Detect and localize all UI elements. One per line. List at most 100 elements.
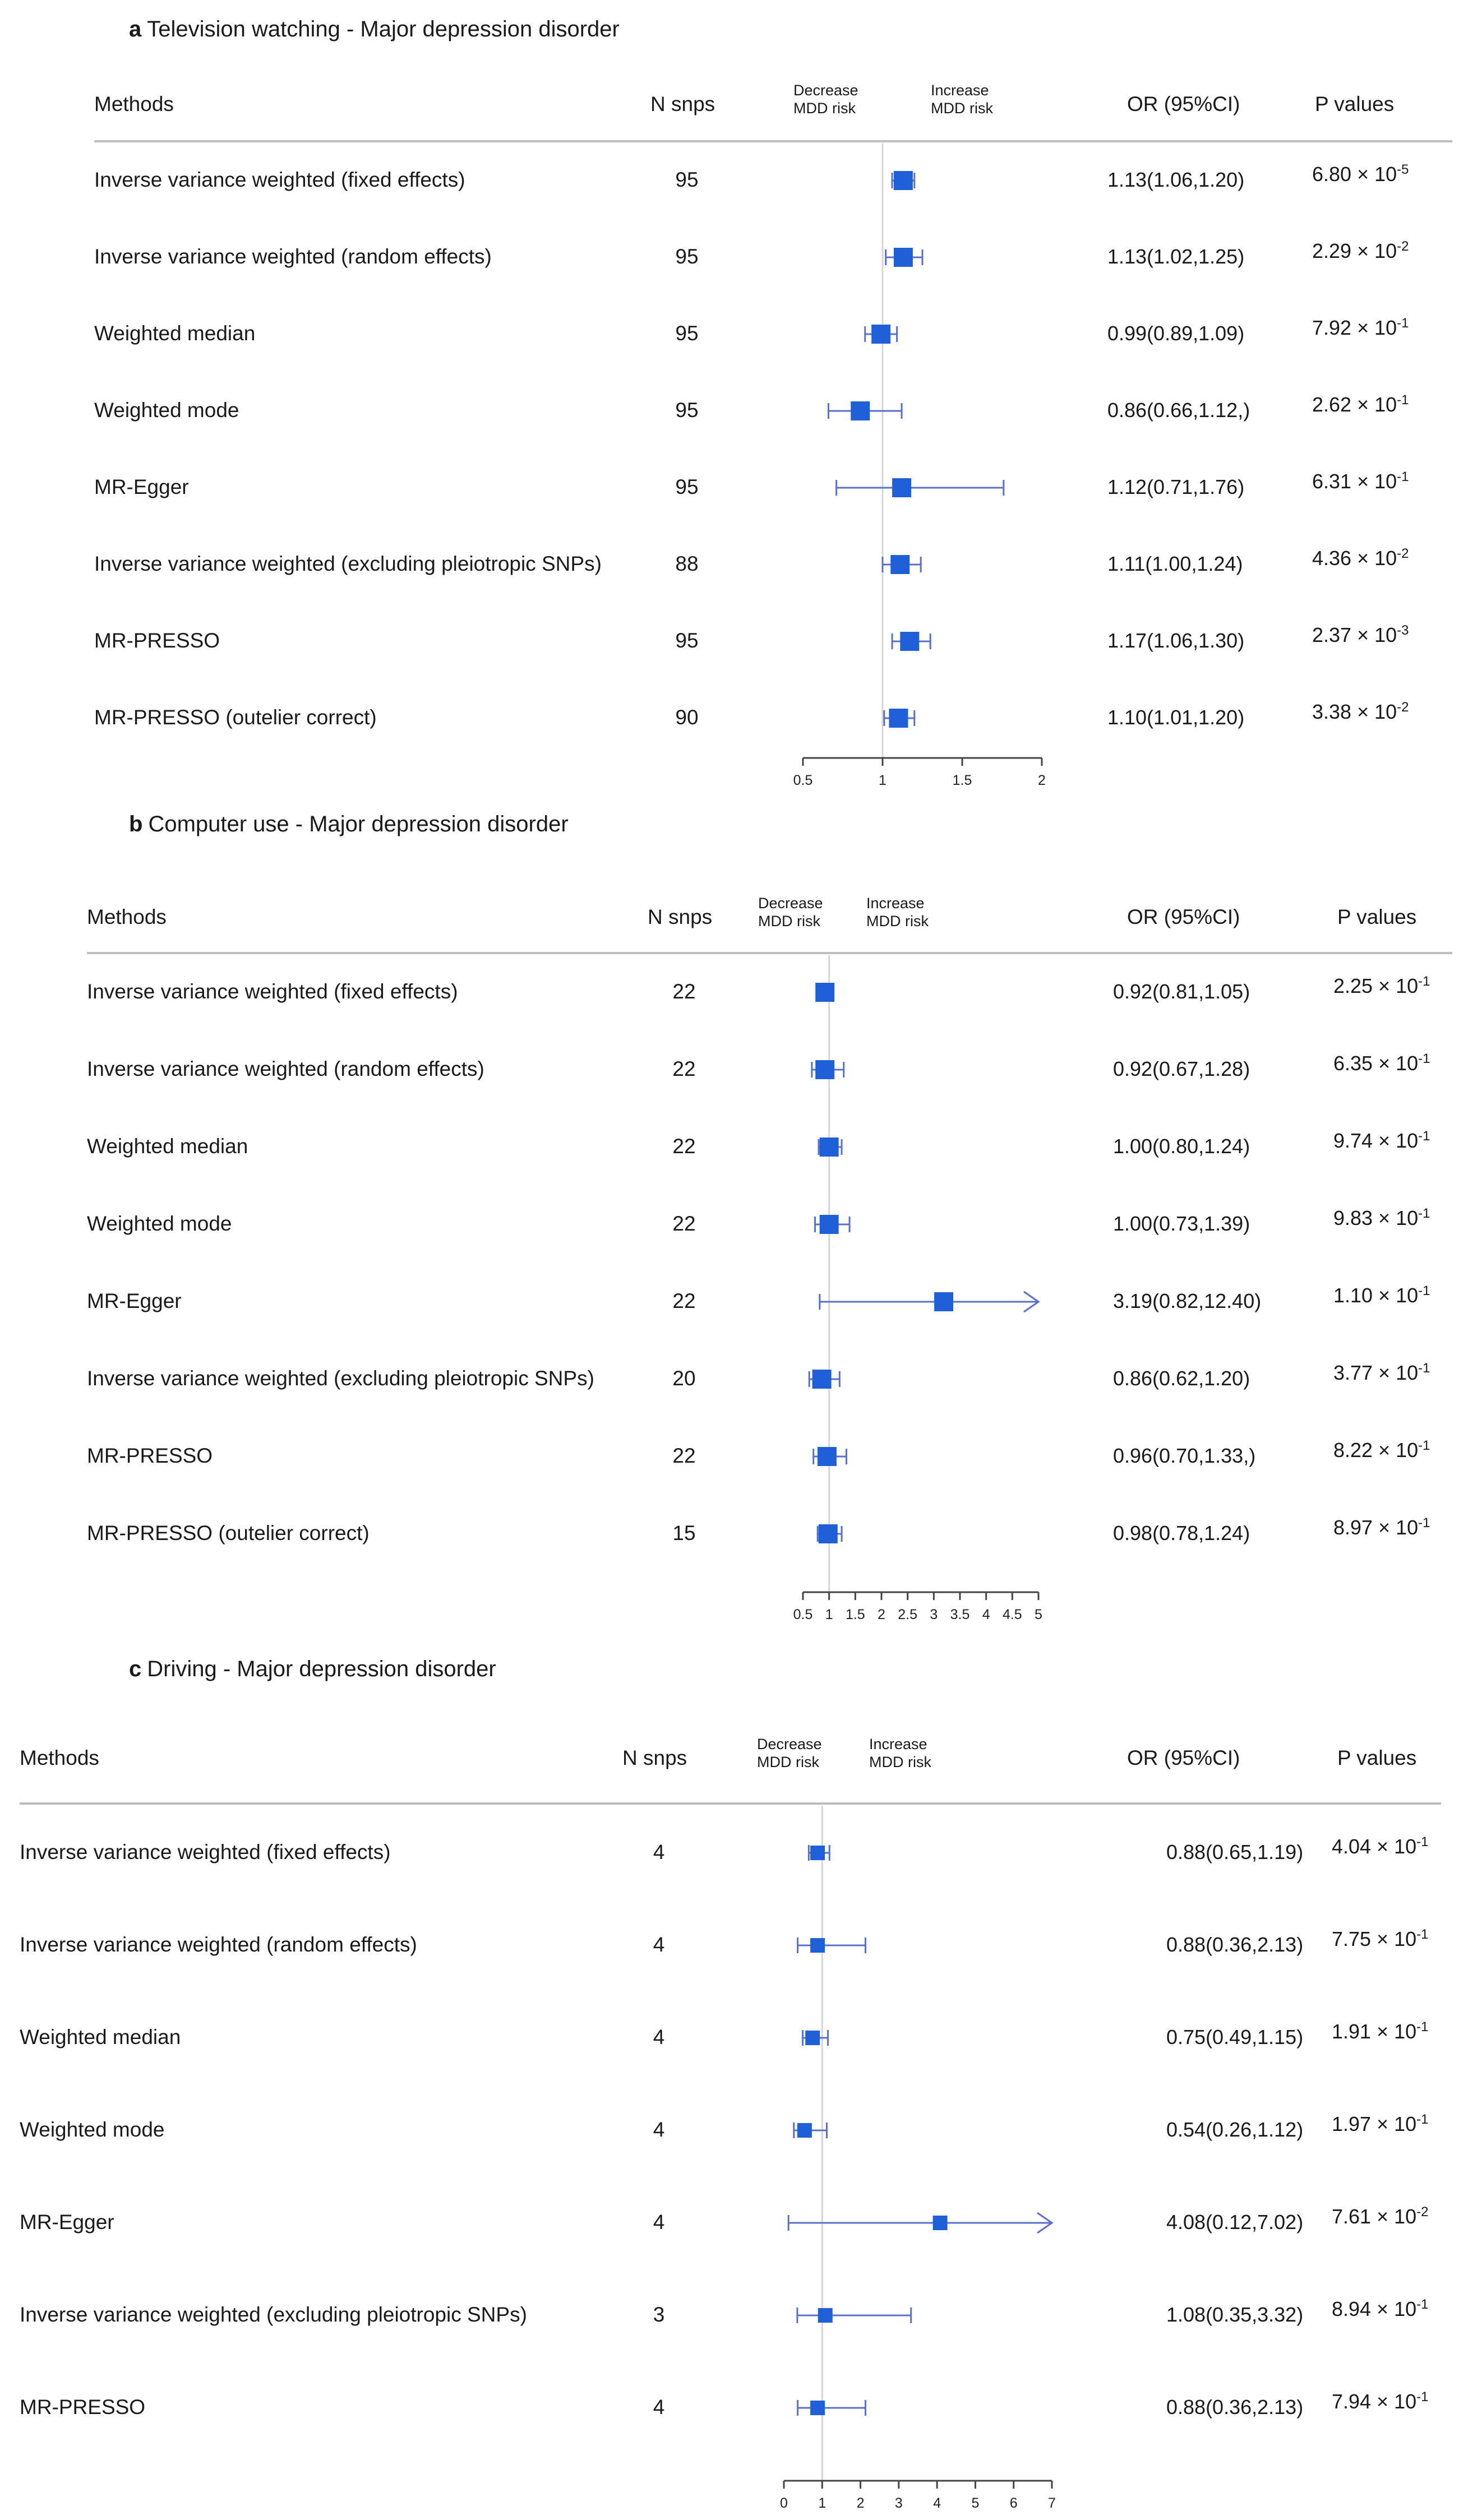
p-mantissa: 6.35 xyxy=(1333,1052,1373,1075)
x-tick-label: 2.5 xyxy=(898,1607,917,1622)
x-tick-label: 1.5 xyxy=(953,773,972,788)
row-method-label: MR-PRESSO (outelier correct) xyxy=(87,1522,370,1545)
row-p-value: 7.94 × 10-1 xyxy=(1332,2390,1429,2413)
p-exponent: -2 xyxy=(1397,546,1409,561)
p-mantissa: 7.92 xyxy=(1312,316,1352,339)
header-increase-line: MDD risk xyxy=(866,913,929,930)
header-increase-risk: Increase MDD risk xyxy=(931,81,993,117)
row-nsnps-value: 4 xyxy=(653,1933,665,1956)
x-tick-label: 1 xyxy=(818,2495,826,2511)
p-exponent: -2 xyxy=(1397,239,1409,254)
x-tick-label: 0.5 xyxy=(793,773,813,788)
p-times: × 10 xyxy=(1371,1835,1417,1858)
p-mantissa: 6.31 xyxy=(1312,470,1352,493)
row-method-label: MR-Egger xyxy=(20,2211,114,2234)
x-tick-label: 2 xyxy=(857,2495,865,2511)
row-or-ci-value: 1.00(0.80,1.24) xyxy=(1113,1135,1250,1158)
header-decrease-risk: Decrease MDD risk xyxy=(757,1735,822,1771)
row-p-value: 3.77 × 10-1 xyxy=(1333,1361,1430,1385)
x-tick-label: 1 xyxy=(825,1607,833,1622)
p-times: × 10 xyxy=(1371,2205,1417,2228)
x-tick-label: 7 xyxy=(1048,2495,1056,2511)
panel-title: c Driving - Major depression disorder xyxy=(129,1657,496,1682)
row-or-ci-value: 0.88(0.36,2.13) xyxy=(1166,2396,1304,2419)
row-nsnps-value: 22 xyxy=(672,1057,696,1080)
or-point-marker xyxy=(815,1060,835,1079)
row-p-value: 2.37 × 10-3 xyxy=(1312,623,1409,647)
panel-letter: b xyxy=(129,812,143,836)
or-point-marker xyxy=(818,1524,838,1543)
p-times: × 10 xyxy=(1351,547,1397,570)
p-times: × 10 xyxy=(1351,470,1397,493)
row-p-value: 1.97 × 10-1 xyxy=(1332,2112,1429,2136)
p-exponent: -1 xyxy=(1418,1361,1430,1376)
row-method-label: Weighted mode xyxy=(20,2118,165,2141)
row-or-ci-value: 0.88(0.65,1.19) xyxy=(1166,1841,1304,1864)
row-or-ci-value: 0.98(0.78,1.24) xyxy=(1113,1522,1250,1545)
row-nsnps-value: 95 xyxy=(675,245,699,268)
panel-letter: c xyxy=(129,1657,142,1681)
forest-plot-svg: 0 1 2 3 4 5 6 7 xyxy=(780,1806,1056,2511)
or-point-marker xyxy=(889,709,908,728)
x-tick-label: 6 xyxy=(1010,2495,1018,2511)
row-or-ci-value: 1.11(1.00,1.24) xyxy=(1107,552,1243,575)
row-nsnps-value: 20 xyxy=(672,1367,696,1390)
p-times: × 10 xyxy=(1351,393,1397,416)
header-or: OR (95%CI) xyxy=(1127,905,1240,928)
header-decrease-risk: Decrease MDD risk xyxy=(758,894,823,930)
row-method-label: Weighted mode xyxy=(94,399,239,422)
or-point-marker xyxy=(932,2216,948,2230)
header-increase-risk: Increase MDD risk xyxy=(869,1735,931,1771)
row-p-value: 4.04 × 10-1 xyxy=(1332,1835,1429,1858)
x-tick-label: 5 xyxy=(971,2495,979,2511)
panel-title: a Television watching - Major depression … xyxy=(129,17,620,42)
row-method-label: MR-Egger xyxy=(94,475,189,498)
p-exponent: -2 xyxy=(1416,2204,1429,2220)
row-nsnps-value: 95 xyxy=(675,168,699,191)
p-times: × 10 xyxy=(1351,316,1397,339)
row-p-value: 4.36 × 10-2 xyxy=(1312,547,1409,570)
row-or-ci-value: 1.13(1.02,1.25) xyxy=(1107,245,1245,268)
row-or-ci-value: 3.19(0.82,12.40) xyxy=(1113,1289,1262,1312)
x-tick-label: 3.5 xyxy=(950,1607,970,1622)
header-increase-line: Increase xyxy=(869,1736,927,1753)
x-tick-label: 4.5 xyxy=(1003,1607,1022,1622)
row-method-label: MR-PRESSO xyxy=(20,2396,146,2419)
row-method-label: Weighted mode xyxy=(87,1212,232,1235)
row-method-label: MR-PRESSO xyxy=(94,629,220,652)
p-mantissa: 2.29 xyxy=(1312,239,1352,262)
row-nsnps-value: 95 xyxy=(675,322,699,345)
header-increase-line: Increase xyxy=(866,895,925,912)
or-point-marker xyxy=(892,478,912,497)
or-point-marker xyxy=(810,1846,825,1860)
header-increase-line: MDD risk xyxy=(931,100,993,117)
p-times: × 10 xyxy=(1371,2297,1417,2320)
p-times: × 10 xyxy=(1373,1516,1419,1539)
p-times: × 10 xyxy=(1351,239,1397,262)
p-mantissa: 4.36 xyxy=(1312,547,1352,570)
row-or-ci-value: 1.00(0.73,1.39) xyxy=(1113,1212,1250,1235)
or-point-marker xyxy=(819,1215,839,1234)
or-point-marker xyxy=(934,1292,954,1311)
row-or-ci-value: 0.86(0.62,1.20) xyxy=(1113,1367,1250,1390)
p-exponent: -1 xyxy=(1418,1438,1430,1453)
row-method-label: Inverse variance weighted (excluding ple… xyxy=(94,552,602,575)
p-exponent: -1 xyxy=(1418,974,1430,989)
row-or-ci-value: 1.08(0.35,3.32) xyxy=(1166,2303,1304,2326)
row-or-ci-value: 0.96(0.70,1.33,) xyxy=(1113,1444,1256,1467)
row-p-value: 9.83 × 10-1 xyxy=(1333,1206,1430,1230)
p-exponent: -1 xyxy=(1416,2019,1429,2035)
p-mantissa: 4.04 xyxy=(1332,1835,1372,1858)
panel-letter: a xyxy=(129,17,142,41)
row-or-ci-value: 0.99(0.89,1.09) xyxy=(1107,322,1245,345)
p-exponent: -1 xyxy=(1418,1283,1430,1298)
p-exponent: -1 xyxy=(1416,1927,1429,1942)
or-point-marker xyxy=(810,1938,825,1953)
or-point-marker xyxy=(817,1447,837,1466)
p-mantissa: 7.61 xyxy=(1332,2205,1372,2228)
x-tick-label: 2 xyxy=(1038,773,1046,788)
p-times: × 10 xyxy=(1371,2112,1417,2135)
or-point-marker xyxy=(819,1138,839,1157)
